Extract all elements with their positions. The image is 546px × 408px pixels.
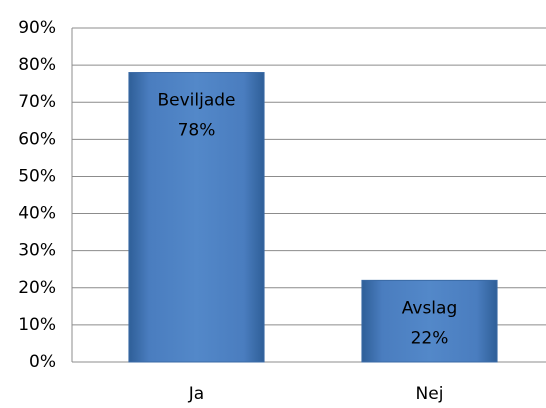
y-tick-label: 10% — [18, 315, 56, 335]
y-tick-label: 40% — [18, 204, 56, 224]
data-label-name: Beviljade — [157, 91, 235, 111]
data-label: 22% — [411, 328, 449, 348]
y-tick-label: 20% — [18, 278, 56, 298]
bar — [128, 72, 265, 363]
y-tick-label: 90% — [18, 18, 56, 38]
data-label: 78% — [178, 121, 216, 141]
y-tick-label: 30% — [18, 241, 56, 261]
y-tick-label: 80% — [18, 55, 56, 75]
y-tick-label: 70% — [18, 92, 56, 112]
x-tick-label: Nej — [416, 384, 444, 404]
y-tick-label: 50% — [18, 166, 56, 186]
data-label-name: Avslag — [402, 298, 457, 318]
y-tick-label: 60% — [18, 129, 56, 149]
y-tick-label: 0% — [29, 352, 56, 372]
bar — [361, 279, 498, 363]
x-tick-label: Ja — [188, 384, 204, 404]
